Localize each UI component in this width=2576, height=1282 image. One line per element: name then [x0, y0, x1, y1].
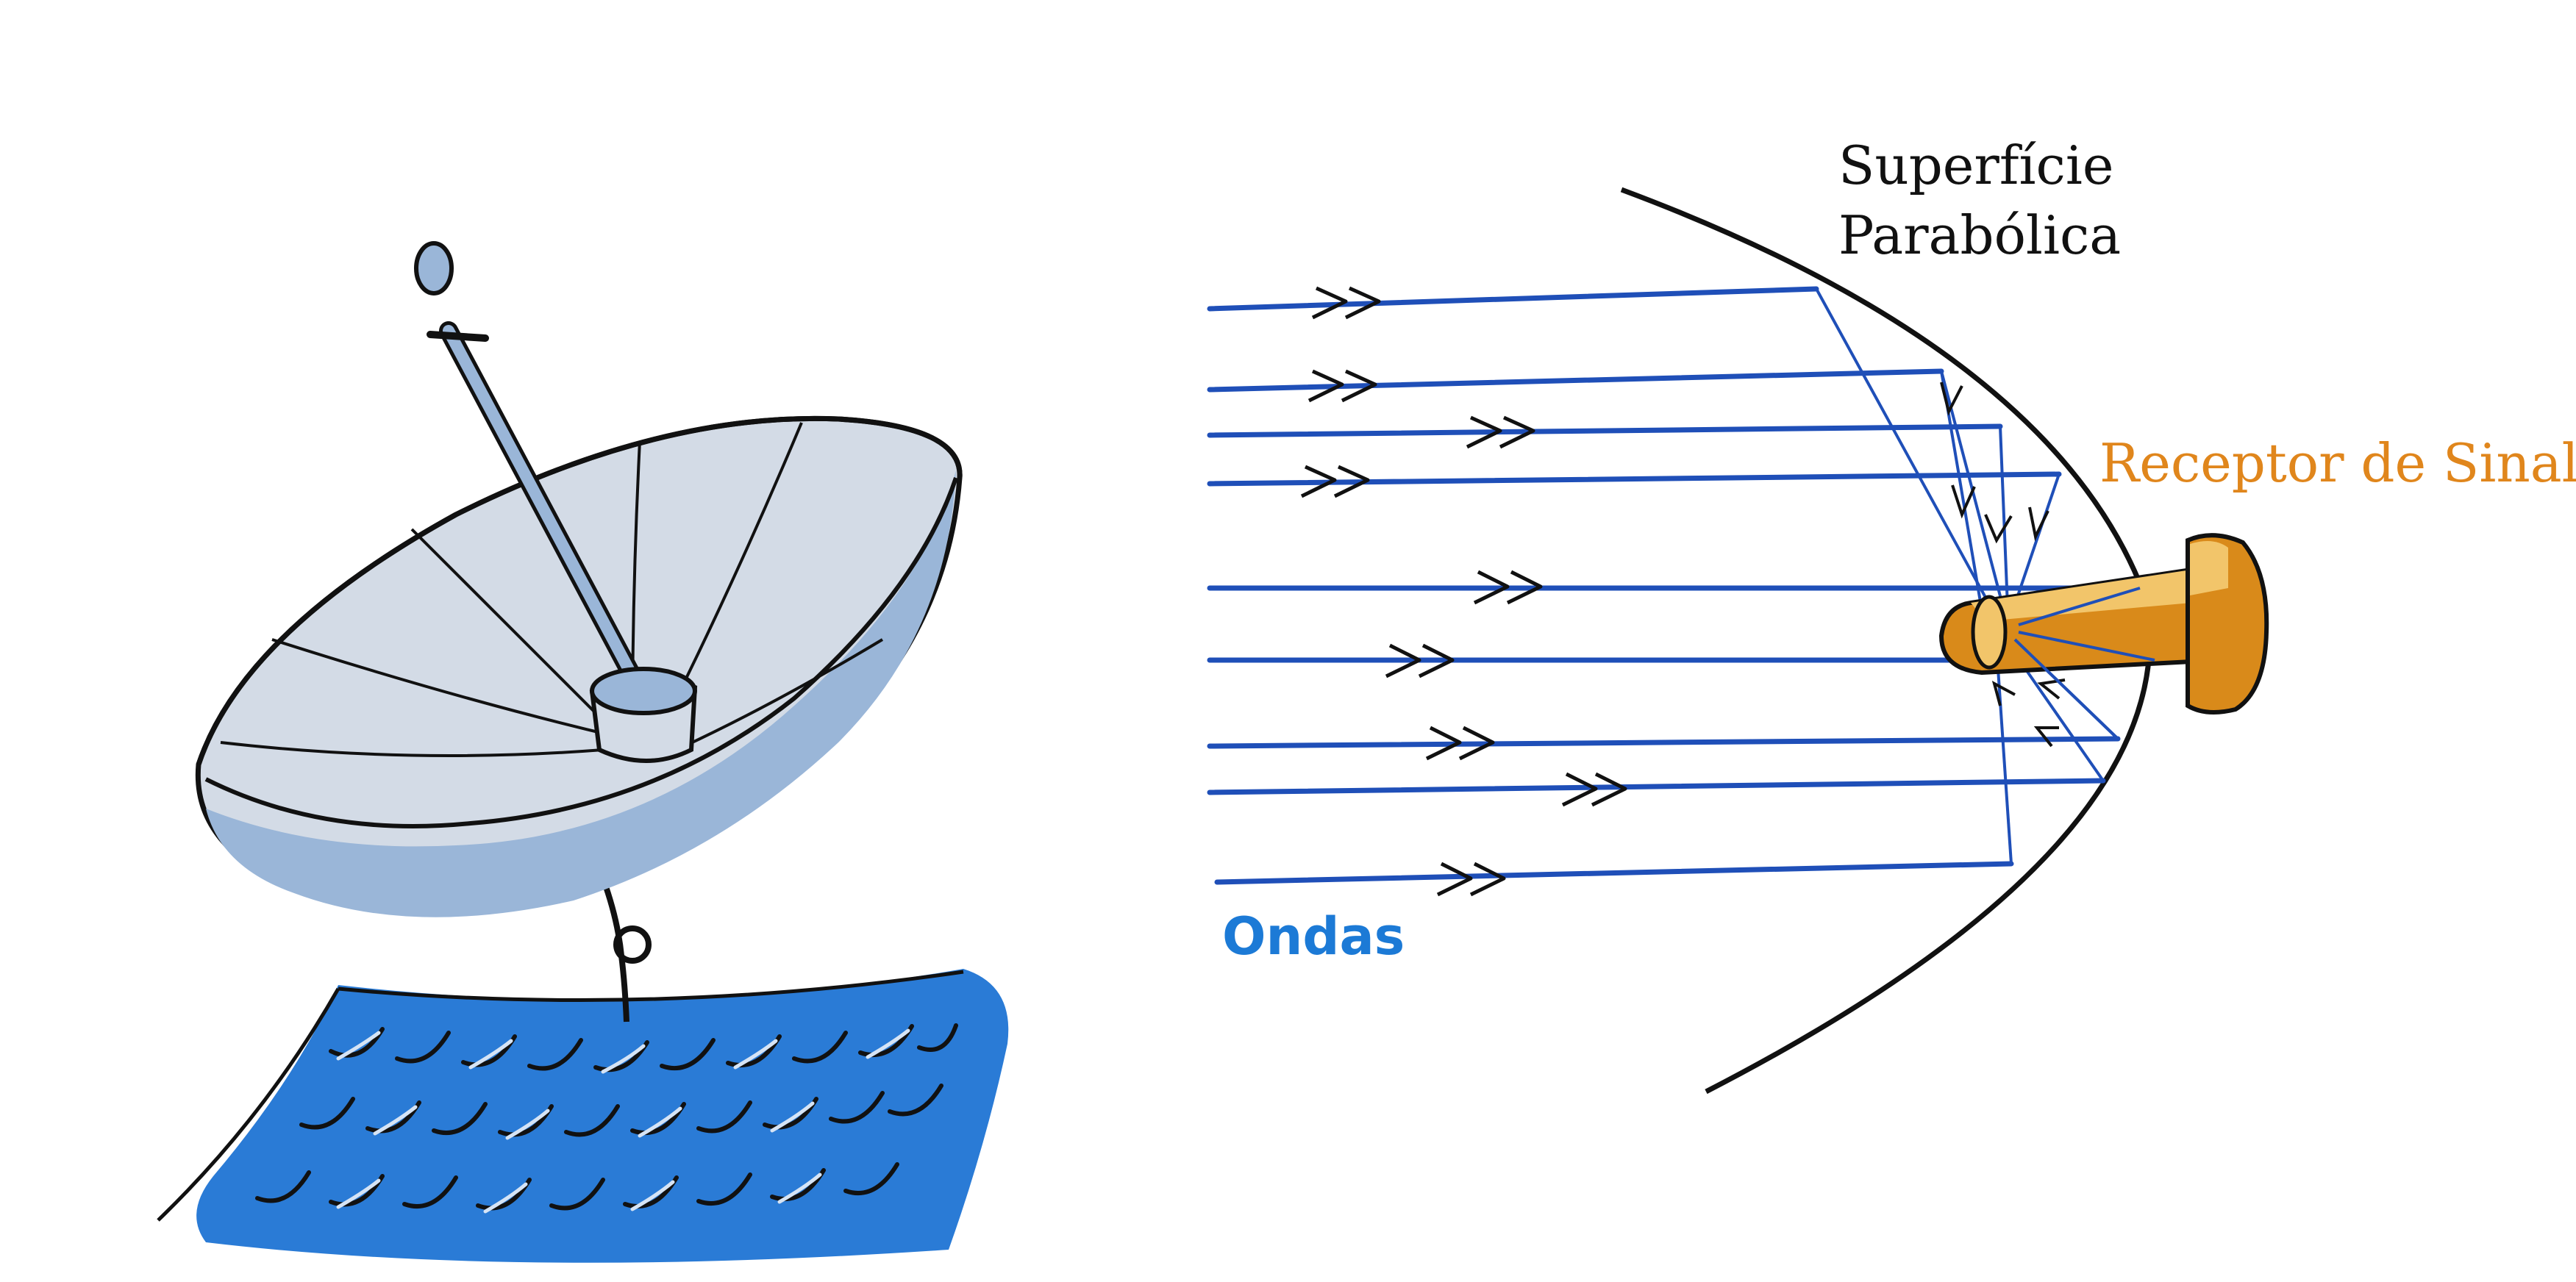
incoming-rays	[1207, 286, 2158, 885]
surface-label-line1: Superfície	[1838, 135, 2113, 196]
waves-label: Ondas	[1222, 906, 1405, 967]
roof-tiles-icon	[157, 969, 1009, 1263]
double-chevron-arrow-icon	[1300, 286, 1627, 897]
receiver-label: Receptor de Sinal	[2099, 432, 2576, 494]
satellite-dish-icon	[157, 241, 1009, 1263]
surface-label-line2: Parabólica	[1838, 204, 2121, 266]
signal-receiver-icon	[1938, 533, 2269, 740]
parabola-diagram: Superfície Parabólica Receptor de Sinal …	[1207, 135, 2576, 1095]
